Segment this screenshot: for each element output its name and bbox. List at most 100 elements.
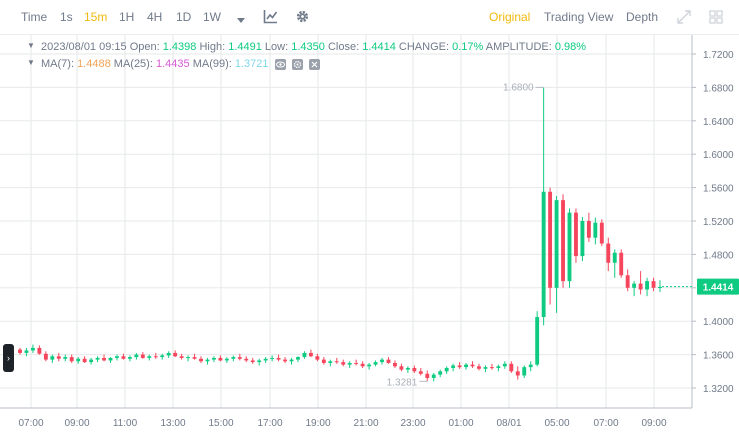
candle-body — [451, 365, 456, 368]
candle-body — [192, 357, 197, 359]
candle-body — [561, 200, 565, 282]
candle-body — [502, 363, 507, 367]
interval-1w[interactable]: 1W — [203, 10, 221, 24]
low-price-annotation: 1.3281 — [387, 377, 418, 388]
interval-time[interactable]: Time — [21, 10, 48, 24]
candle-body — [140, 354, 145, 358]
grid-layout-icon[interactable] — [709, 10, 723, 29]
y-tick-label: 1.6800 — [703, 83, 734, 94]
candle-body — [328, 361, 333, 363]
interval-15m[interactable]: 15m — [84, 10, 108, 24]
candle-body — [315, 356, 320, 360]
x-tick-label: 08/01 — [496, 418, 521, 429]
candle-body — [43, 353, 48, 360]
candle-body — [231, 357, 236, 359]
chart-toolbar: Time 1s 15m 1H 4H 1D 1W Original Trading… — [0, 0, 739, 35]
candle-body — [457, 365, 462, 368]
ma-settings-gear-icon[interactable] — [291, 58, 303, 70]
candle-body — [438, 371, 443, 375]
candle-body — [405, 367, 410, 370]
candle-body — [554, 200, 559, 288]
interval-1s[interactable]: 1s — [60, 10, 73, 24]
candle-body — [37, 347, 42, 354]
candle-body — [127, 357, 132, 359]
candle-body — [50, 356, 55, 360]
candle-body — [82, 358, 87, 363]
view-tradingview-tab[interactable]: Trading View — [544, 10, 614, 24]
x-tick-label: 09:00 — [641, 418, 666, 429]
expand-panel-handle[interactable]: › — [3, 344, 14, 372]
view-depth-tab[interactable]: Depth — [626, 10, 659, 24]
last-price-label: 1.4414 — [703, 283, 734, 294]
ohlc-legend: 2023/08/01 09:15 Open: 1.4398 High: 1.44… — [41, 41, 586, 54]
candle-body — [296, 357, 300, 360]
candle-body — [658, 286, 662, 288]
candle-body — [186, 357, 191, 359]
candle-body — [63, 357, 68, 359]
ma7-value: 1.4488 — [77, 58, 111, 70]
candle-body — [599, 222, 604, 244]
candle-body — [147, 356, 152, 358]
gear-icon[interactable] — [295, 9, 310, 29]
candle-body — [522, 367, 527, 376]
ma99-value: 1.3721 — [234, 58, 269, 70]
fullscreen-icon[interactable] — [677, 10, 691, 29]
candle-body — [108, 357, 113, 361]
x-tick-label: 19:00 — [305, 418, 330, 429]
candle-body — [224, 358, 229, 361]
x-tick-label: 05:00 — [544, 418, 569, 429]
y-tick-label: 1.6000 — [703, 150, 734, 161]
ma-legend-toggle-icon[interactable]: ▼ — [27, 58, 35, 67]
interval-4h[interactable]: 4H — [147, 10, 163, 24]
candle-body — [612, 252, 617, 263]
candle-body — [308, 352, 313, 357]
ma25-value: 1.4435 — [155, 58, 190, 70]
candle-body — [515, 371, 520, 376]
candle-body — [18, 349, 22, 353]
candle-body — [276, 357, 281, 360]
interval-1h[interactable]: 1H — [119, 10, 135, 24]
candle-body — [360, 363, 365, 367]
y-tick-label: 1.3600 — [703, 351, 734, 362]
y-tick-label: 1.3200 — [703, 384, 734, 395]
indicator-chart-icon[interactable] — [263, 9, 278, 29]
eye-icon[interactable] — [274, 58, 286, 70]
candlestick-chart-svg[interactable]: 1.7200 1.6800 1.6400 1.6000 1.5600 1.5200 1.48… — [0, 35, 739, 433]
legend-low-value: 1.4350 — [291, 41, 325, 53]
candle-body — [283, 359, 287, 362]
candle-body — [76, 358, 81, 362]
legend-high-label: High: — [199, 41, 226, 53]
candle-body — [418, 371, 423, 374]
legend-amplitude-label: AMPLITUDE: — [485, 41, 552, 53]
y-tick-label: 1.4000 — [703, 317, 734, 328]
candle-body — [115, 356, 119, 358]
candle-body — [270, 357, 275, 359]
view-original-tab[interactable]: Original — [489, 10, 531, 24]
candle-body — [218, 357, 223, 361]
candle-body — [606, 243, 611, 263]
interval-1d[interactable]: 1D — [176, 10, 192, 24]
chevron-down-icon[interactable] — [236, 12, 246, 30]
candle-body — [509, 363, 514, 372]
candle-body — [347, 362, 352, 365]
kline-chart[interactable]: 1.7200 1.6800 1.6400 1.6000 1.5600 1.5200 1.48… — [0, 35, 739, 433]
candle-body — [205, 359, 210, 362]
close-icon[interactable] — [308, 58, 320, 70]
high-price-annotation: 1.6800 — [503, 82, 534, 93]
candle-body — [483, 367, 488, 369]
candle-body — [367, 364, 372, 367]
candle-body — [444, 367, 449, 372]
legend-close-value: 1.4414 — [362, 41, 396, 53]
candle-body — [580, 221, 585, 257]
candle-body — [548, 191, 553, 288]
legend-change-label: CHANGE: — [398, 41, 450, 53]
x-tick-label: 15:00 — [208, 418, 233, 429]
legend-toggle-icon[interactable]: ▼ — [27, 41, 35, 50]
x-tick-label: 01:00 — [448, 418, 473, 429]
legend-high-value: 1.4491 — [228, 41, 262, 53]
x-tick-label: 23:00 — [400, 418, 425, 429]
candle-body — [464, 364, 468, 368]
candle-body — [212, 357, 216, 360]
candle-body — [24, 350, 29, 353]
candle-body — [625, 275, 630, 288]
